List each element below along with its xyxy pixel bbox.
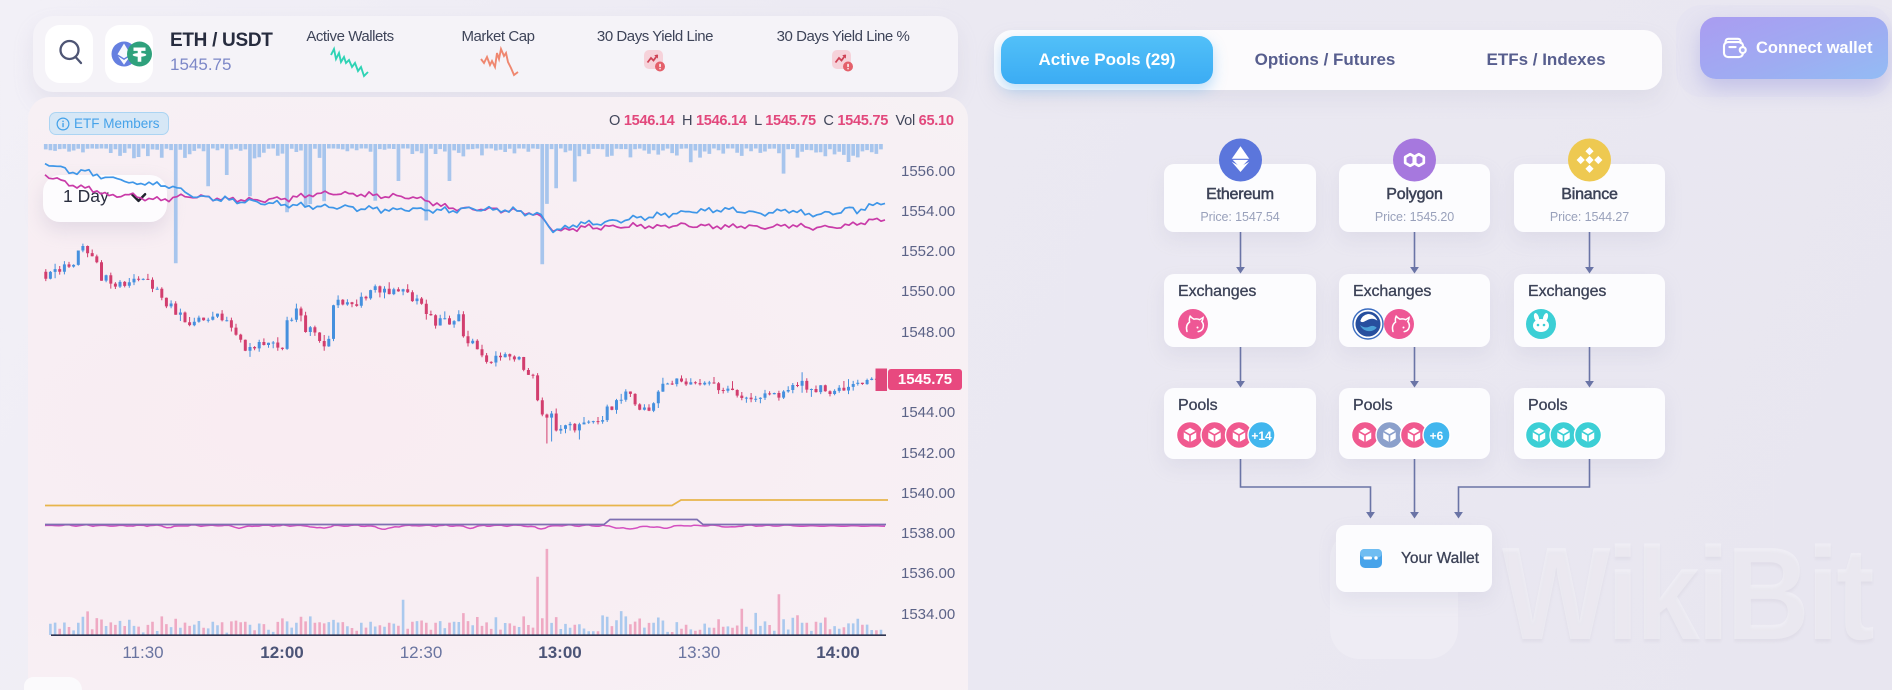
svg-text:+6: +6 — [1430, 429, 1444, 443]
svg-text:+14: +14 — [1251, 429, 1272, 443]
